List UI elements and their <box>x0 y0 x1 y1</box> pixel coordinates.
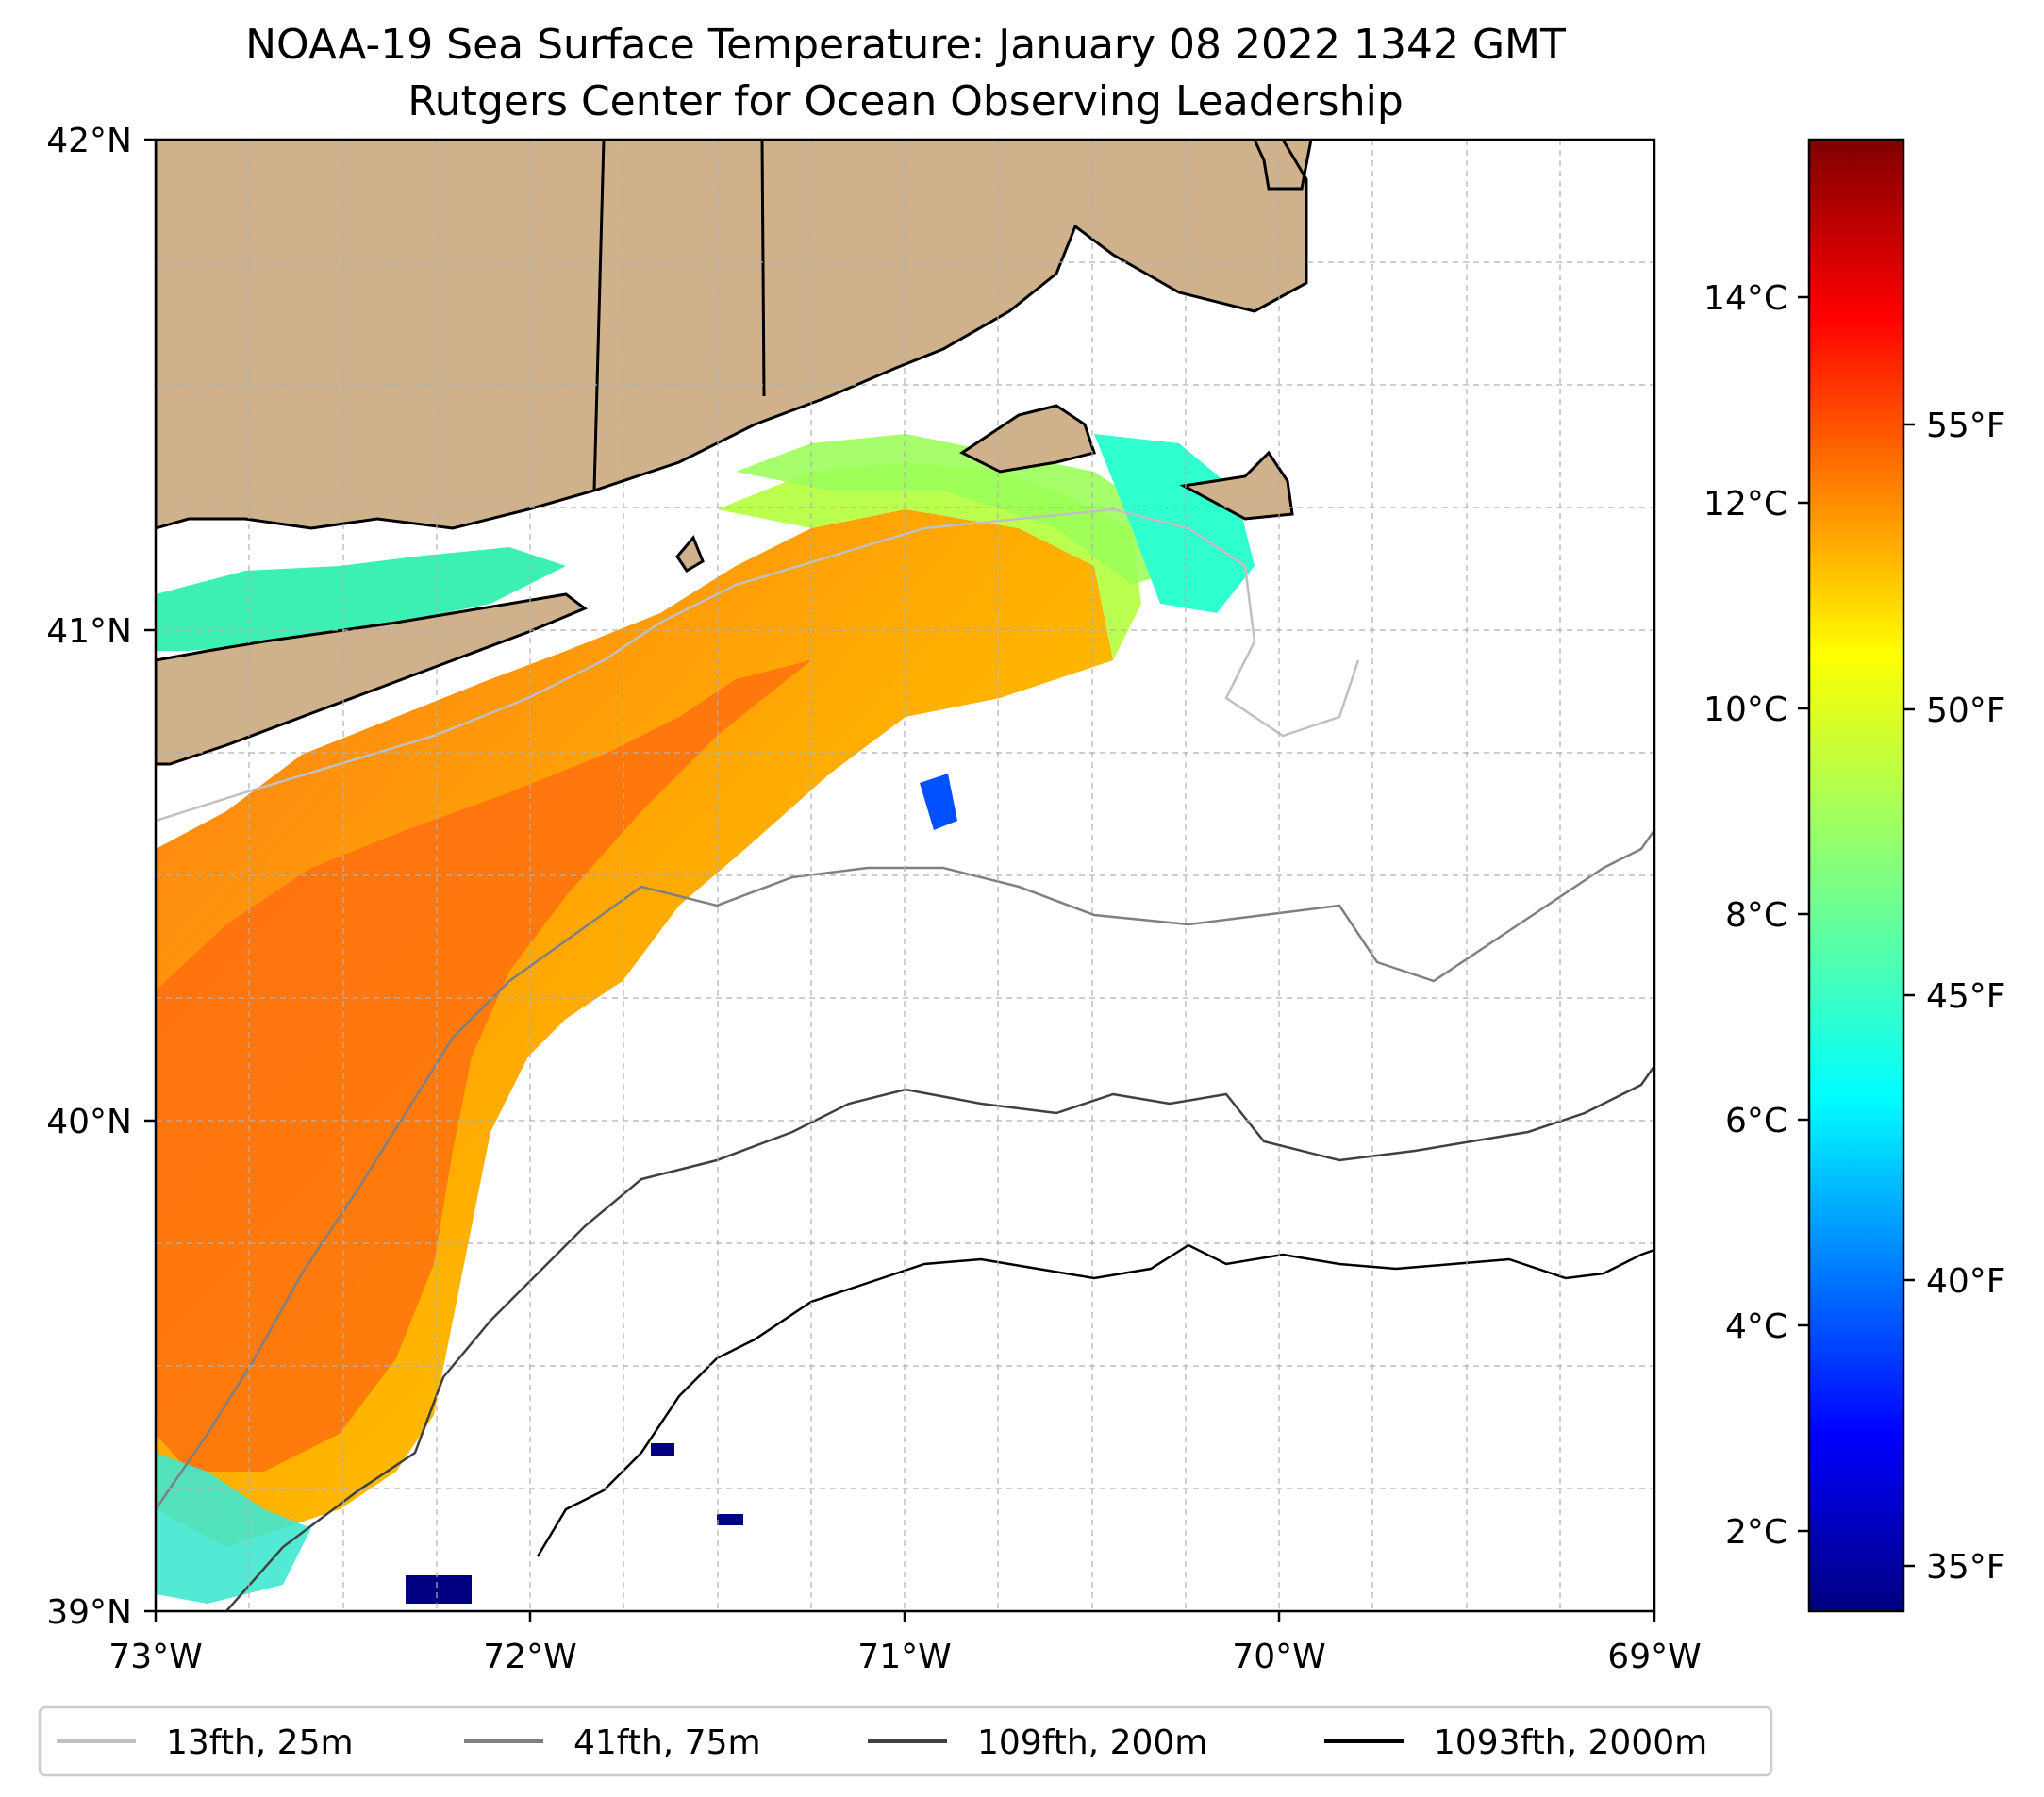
sst-blue-patch <box>920 774 957 830</box>
land-marthas-vineyard <box>959 404 1096 474</box>
map-area[interactable] <box>156 140 1654 1611</box>
colorbar-f-tick-35: 35°F <box>1926 1548 2006 1587</box>
isobath-2000m <box>536 1243 1654 1557</box>
legend-label-75m: 41fth, 75m <box>573 1723 761 1762</box>
colorbar-c-tick-8: 8°C <box>1725 896 1787 935</box>
land-long-island <box>156 592 588 766</box>
land-mainland <box>156 140 1313 530</box>
land-block-island <box>675 535 705 574</box>
colorbar-c-tick-6: 6°C <box>1725 1102 1787 1140</box>
sst-orange-core <box>156 660 811 1472</box>
x-tick-label-71w: 71°W <box>857 1638 951 1676</box>
title-line-2: Rutgers Center for Ocean Observing Leade… <box>407 77 1404 125</box>
colorbar-c-tick-14: 14°C <box>1703 279 1787 318</box>
axis-ticks <box>144 138 1656 1622</box>
sst-deep-blue-3 <box>717 1514 743 1525</box>
y-tick-label-39n: 39°N <box>46 1593 132 1632</box>
colorbar-f-tick-55: 55°F <box>1926 407 2006 445</box>
legend-label-200m: 109fth, 200m <box>977 1723 1207 1762</box>
colorbar-c-tick-12: 12°C <box>1703 485 1787 524</box>
sst-cyan-patch-west <box>156 547 566 651</box>
sst-deep-blue-1 <box>406 1575 472 1604</box>
gridlines <box>156 140 1654 1611</box>
isobath-75m <box>156 829 1654 1510</box>
sst-north-band <box>736 434 1188 585</box>
isobath-25m <box>156 507 1360 823</box>
state-border-ny-ct <box>592 140 606 491</box>
colorbar-gradient <box>1807 138 1905 1613</box>
colorbar-c-tick-2: 2°C <box>1725 1513 1787 1552</box>
colorbar-c-tick-4: 4°C <box>1725 1307 1787 1346</box>
y-tick-label-42n: 42°N <box>46 122 132 160</box>
legend-label-2000m: 1093fth, 2000m <box>1434 1723 1707 1762</box>
y-tick-label-41n: 41°N <box>46 612 132 651</box>
y-tick-label-40n: 40°N <box>46 1103 132 1141</box>
title-line-1: NOAA-19 Sea Surface Temperature: January… <box>245 21 1566 69</box>
colorbar-f-tick-40: 40°F <box>1926 1262 2006 1301</box>
state-border-ct-ri <box>760 140 766 397</box>
sst-south-cyan <box>156 1453 311 1604</box>
land-nantucket <box>1179 450 1294 521</box>
colorbar-f-tick-50: 50°F <box>1926 691 2006 730</box>
sst-deep-blue-2 <box>651 1443 674 1456</box>
x-tick-label-70w: 70°W <box>1232 1638 1325 1676</box>
x-tick-label-73w: 73°W <box>108 1638 202 1676</box>
colorbar-f-tick-45: 45°F <box>1926 977 2006 1016</box>
legend: 13fth, 25m 41fth, 75m 109fth, 200m 1093f… <box>38 1705 1773 1777</box>
x-tick-label-72w: 72°W <box>483 1638 576 1676</box>
x-tick-label-69w: 69°W <box>1607 1638 1701 1676</box>
colorbar: 14°C 12°C 10°C 8°C 6°C 4°C 2°C 55°F 50°F… <box>1703 138 2006 1613</box>
colorbar-c-tick-10: 10°C <box>1703 691 1787 729</box>
isobath-200m <box>225 1065 1654 1611</box>
legend-label-25m: 13fth, 25m <box>166 1723 354 1762</box>
